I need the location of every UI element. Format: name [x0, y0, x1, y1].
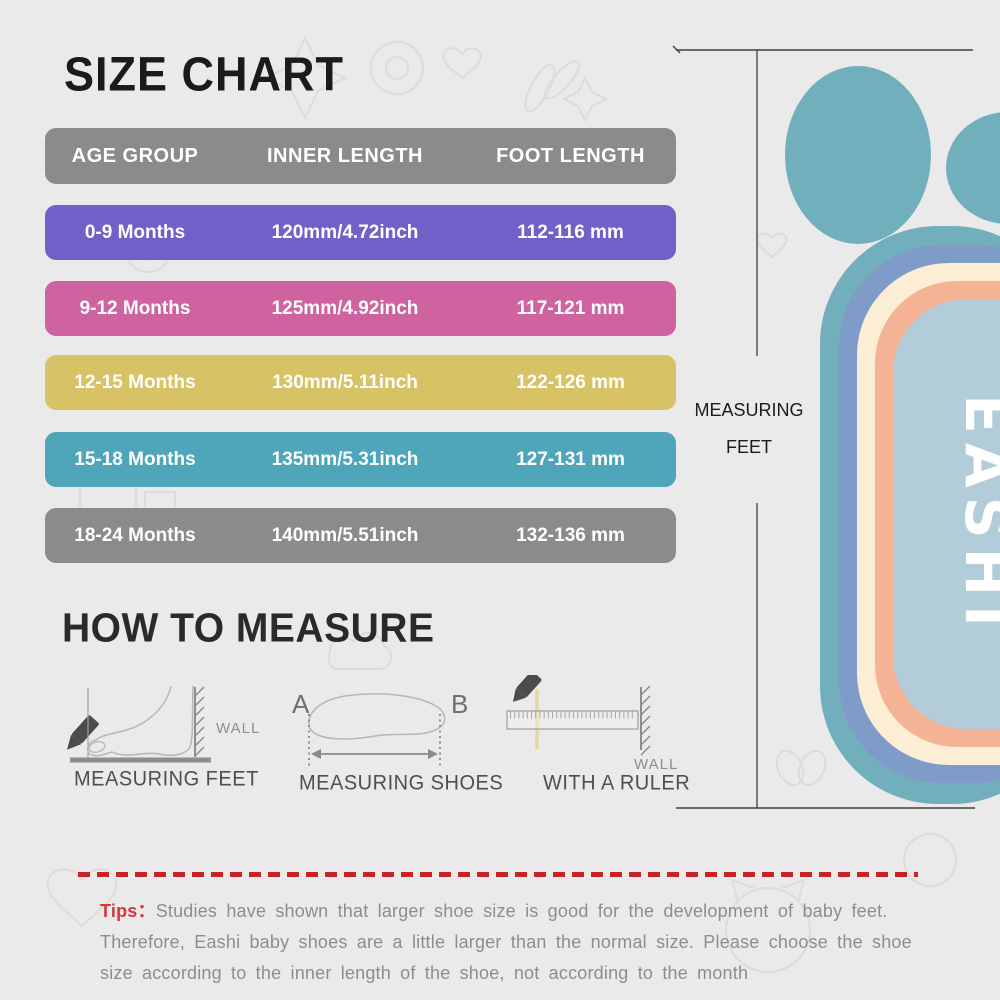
foot-length-value: 117-121 mm — [516, 297, 625, 319]
age-group-value: 12-15 Months — [74, 371, 196, 393]
second-toe — [946, 112, 1000, 224]
tips-line: Therefore, Eashi baby shoes are a little… — [100, 932, 912, 952]
arrowhead-right — [428, 749, 438, 759]
foot-length-value: 112-116 mm — [517, 221, 624, 243]
inner-length-value: 120mm/4.72inch — [271, 221, 419, 243]
pencil-icon — [66, 715, 99, 750]
inner-length-value: 125mm/4.92inch — [271, 297, 419, 319]
table-row: 9-12 Months 125mm/4.92inch 117-121 mm — [45, 281, 676, 336]
doodle-cat-ears — [730, 878, 806, 903]
foot-length-value: 132-136 mm — [516, 524, 625, 546]
with-ruler-label: WITH A RULER — [543, 771, 691, 795]
foot-length-value: 127-131 mm — [516, 448, 625, 470]
doodle-cat-head — [725, 887, 811, 973]
point-b-label: B — [451, 689, 468, 719]
page-title: SIZE CHART — [64, 46, 344, 102]
foot-toe-loop — [88, 741, 106, 753]
doodle-heart — [442, 47, 482, 80]
doodle-butterfly — [797, 749, 827, 787]
doodle-leaf — [524, 63, 556, 113]
table-row: 18-24 Months 140mm/5.51inch 132-136 mm — [45, 508, 676, 563]
table-row: 0-9 Months 120mm/4.72inch 112-116 mm — [45, 205, 676, 260]
inner-length-value: 135mm/5.31inch — [271, 448, 419, 470]
doodle-swirl — [903, 833, 957, 887]
pencil-icon — [512, 675, 542, 702]
shoe-outline — [308, 693, 446, 740]
doodle-heart — [46, 868, 118, 928]
measure-top-tick — [672, 45, 681, 54]
age-group-value: 15-18 Months — [74, 448, 196, 470]
header-inner-length: INNER LENGTH — [267, 144, 423, 167]
table-row: 12-15 Months 130mm/5.11inch 122-126 mm — [45, 355, 676, 410]
measuring-shoes-diagram: A B — [292, 689, 468, 766]
measuring-feet-text-line2: FEET — [726, 437, 772, 457]
ruler — [506, 710, 639, 730]
tips-line: Tips：Studies have shown that larger shoe… — [100, 896, 930, 927]
measuring-feet-label: MEASURING FEET — [74, 767, 259, 791]
doodle-leaf — [543, 60, 581, 100]
doodle-sparkle — [561, 75, 609, 123]
foot-outline — [86, 685, 194, 757]
red-dashed-divider — [78, 872, 918, 877]
wall-hatching — [640, 685, 651, 756]
foot-measurement-graphic: MEASURING FEET EASHI — [672, 45, 1000, 809]
doodle-cloud — [327, 632, 393, 670]
inner-length-value: 130mm/5.11inch — [272, 371, 418, 393]
inner-length-value: 140mm/5.51inch — [271, 524, 419, 546]
tips-text: Studies have shown that larger shoe size… — [155, 901, 888, 921]
age-group-value: 18-24 Months — [74, 524, 196, 546]
header-foot-length: FOOT LENGTH — [496, 144, 645, 167]
how-to-measure-title: HOW TO MEASURE — [62, 606, 435, 652]
big-toe — [785, 66, 931, 244]
table-row: 15-18 Months 135mm/5.31inch 127-131 mm — [45, 432, 676, 487]
age-group-value: 9-12 Months — [79, 297, 191, 319]
foot-length-value: 122-126 mm — [516, 371, 625, 393]
measuring-feet-diagram: WALL — [66, 685, 260, 763]
measuring-feet-text-line1: MEASURING — [694, 400, 803, 420]
tips-paragraph: Tips：Studies have shown that larger shoe… — [100, 896, 930, 989]
doodle-sparkle — [262, 35, 348, 121]
brand-logo-text: EASHI — [952, 394, 1000, 635]
doodle-flower-inner — [385, 56, 409, 80]
arrowhead-left — [311, 749, 321, 759]
measuring-shoes-label: MEASURING SHOES — [299, 771, 504, 795]
doodle-heart — [756, 232, 788, 259]
table-header-row: AGE GROUP INNER LENGTH FOOT LENGTH — [45, 128, 676, 184]
tips-label: Tips： — [100, 901, 156, 921]
tips-line: size according to the inner length of th… — [100, 963, 749, 983]
wall-label: WALL — [634, 756, 678, 773]
doodle-flower-outer — [370, 41, 424, 95]
point-a-label: A — [292, 689, 310, 719]
foot-layer-center — [893, 299, 1000, 729]
header-age-group: AGE GROUP — [71, 144, 199, 167]
wall-label: WALL — [216, 720, 260, 737]
wall-hatching — [194, 686, 205, 757]
with-ruler-diagram: WALL — [506, 675, 678, 773]
age-group-value: 0-9 Months — [84, 221, 186, 243]
